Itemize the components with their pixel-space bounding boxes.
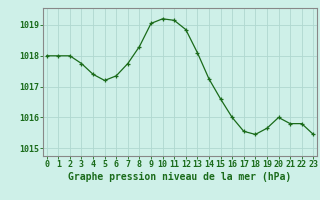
X-axis label: Graphe pression niveau de la mer (hPa): Graphe pression niveau de la mer (hPa) <box>68 172 292 182</box>
